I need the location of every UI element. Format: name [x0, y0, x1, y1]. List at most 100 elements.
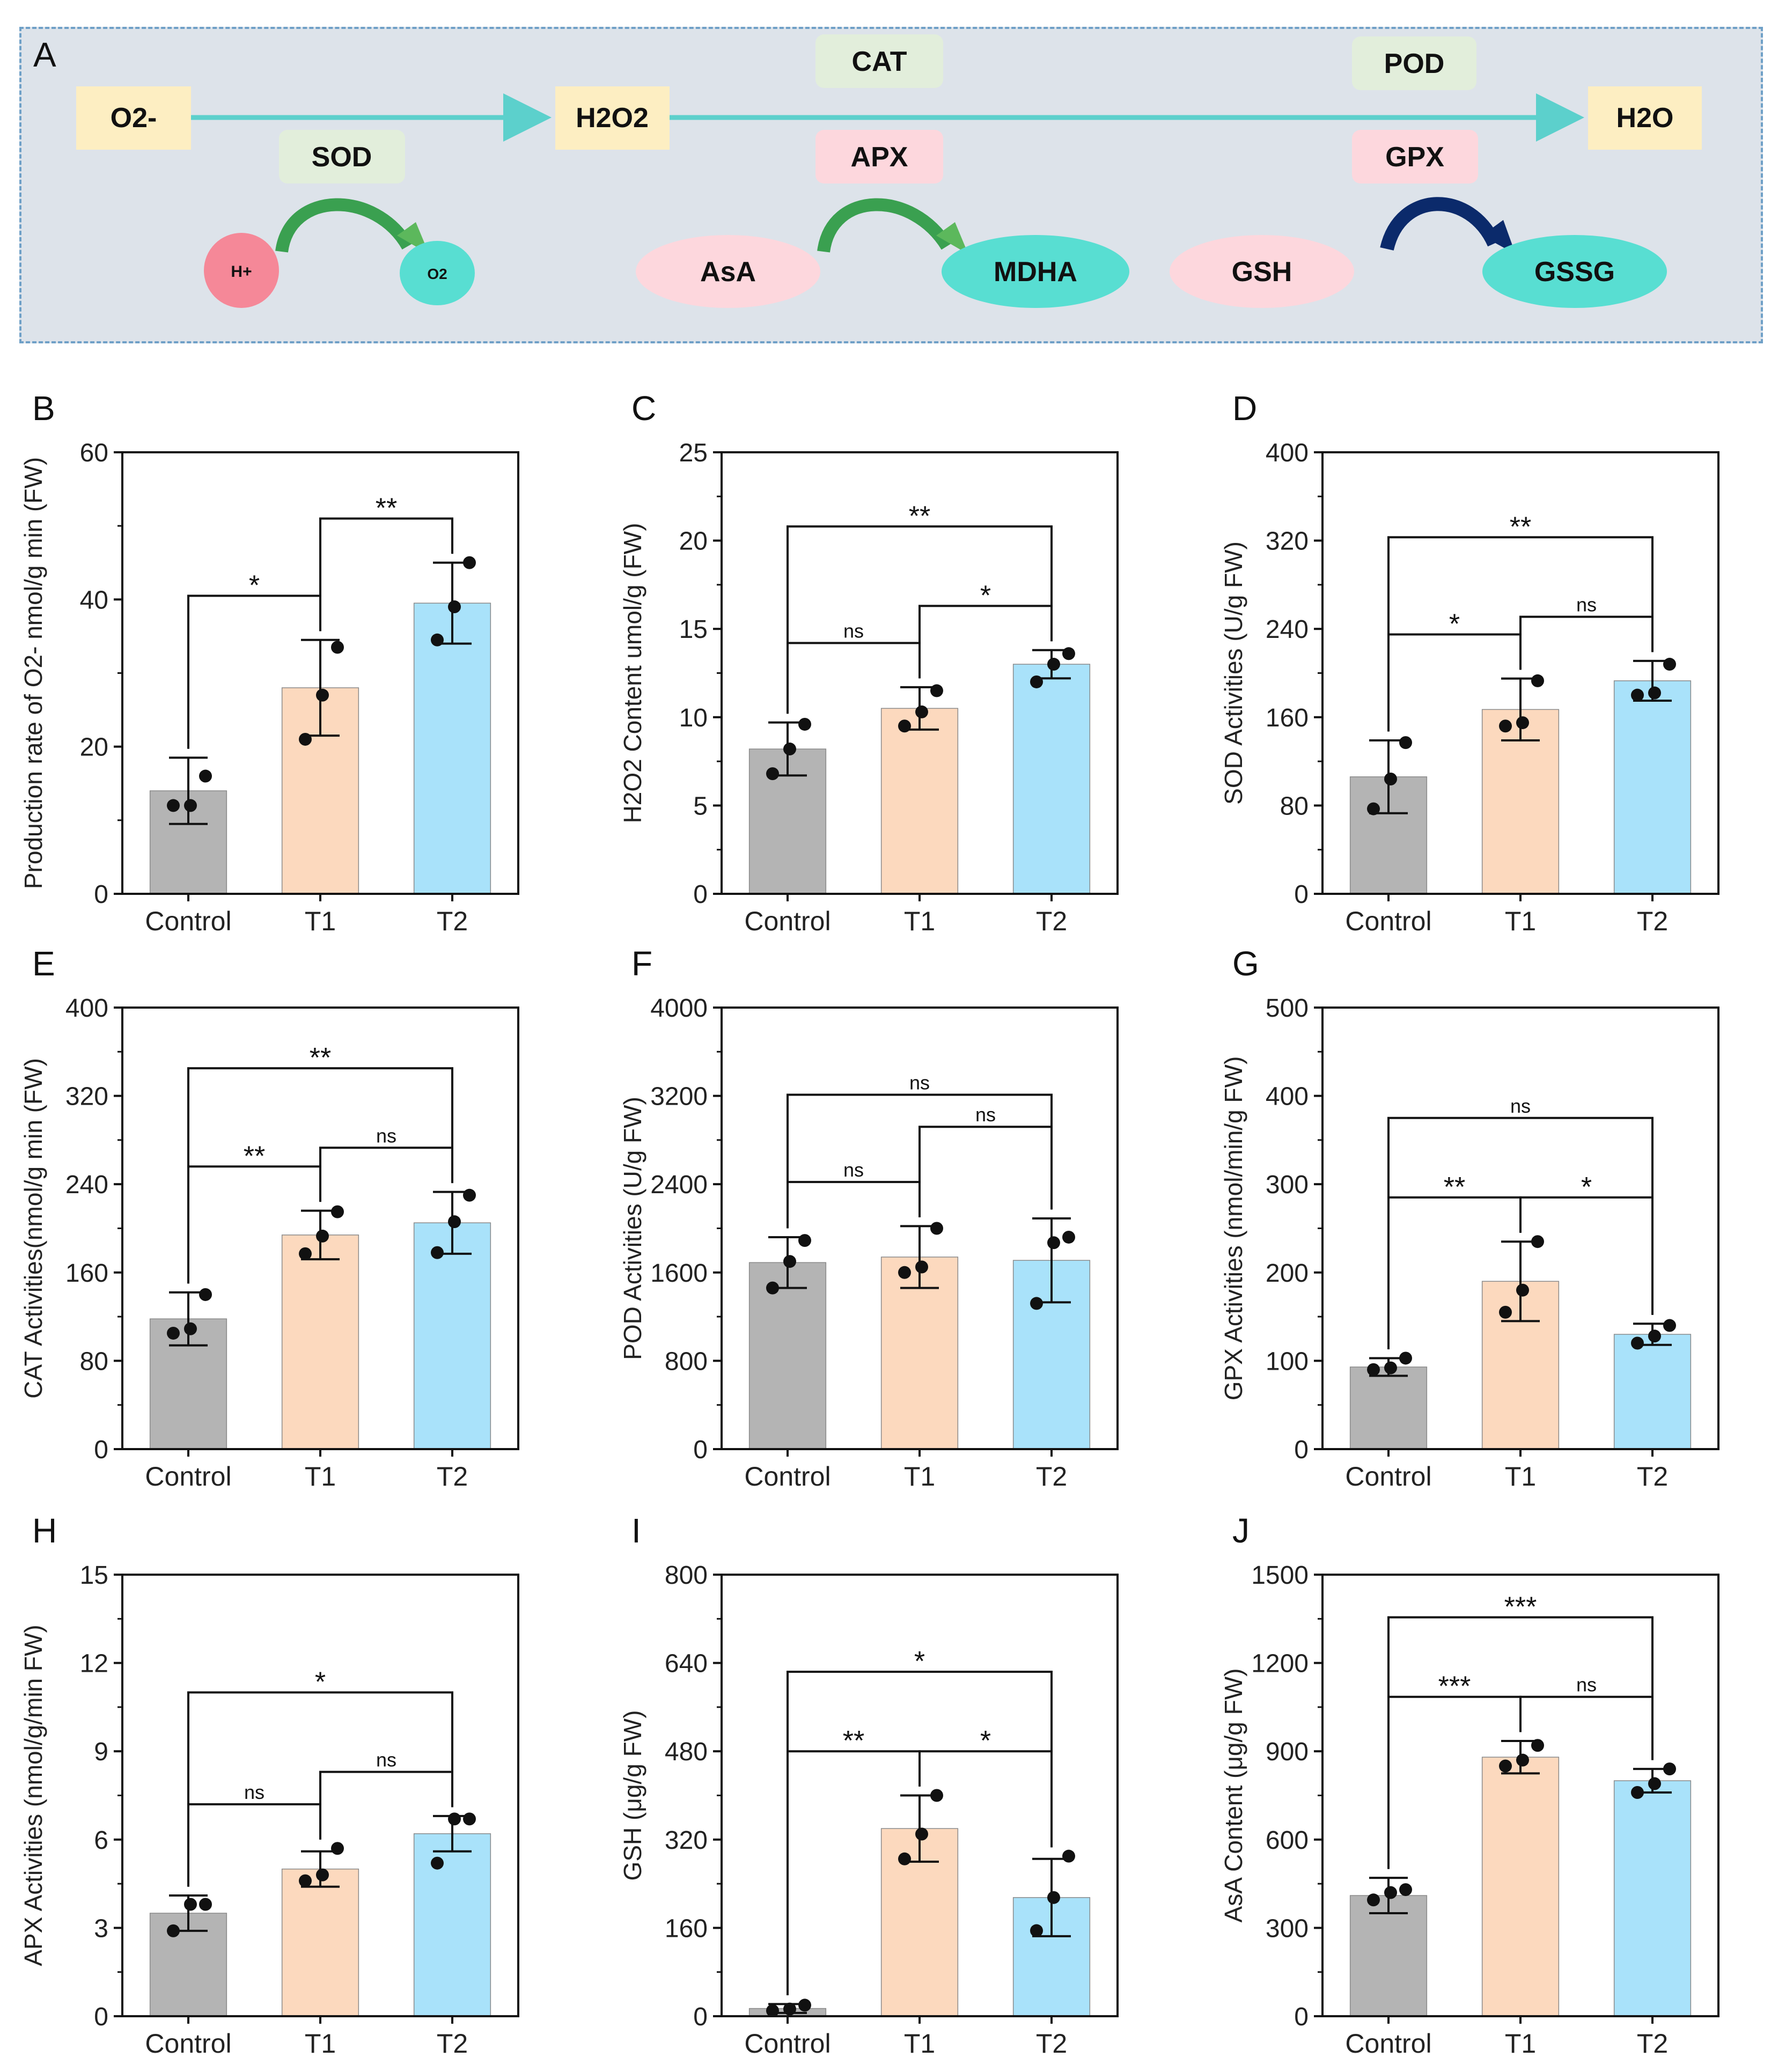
sig-bracket-f-2: [787, 1093, 1053, 1229]
y-tick-label-d-3: 240: [1266, 615, 1309, 644]
y-tick-label-j-0: 0: [1294, 2003, 1309, 2031]
y-axis-label-d: SOD Activities (U/g FW): [1219, 541, 1247, 805]
y-tick-label-b-0: 0: [94, 880, 108, 909]
data-point-c-1-0: [898, 719, 911, 733]
x-tick-label-g-1: T1: [1505, 1461, 1536, 1491]
y-tick-label-h-0: 0: [94, 2003, 108, 2031]
data-point-f-1-1: [915, 1260, 928, 1274]
sig-label-g-2: ns: [1510, 1095, 1531, 1117]
x-tick-label-c-1: T1: [904, 906, 935, 936]
h2o2-label: H2O2: [576, 102, 649, 134]
data-point-i-1-2: [930, 1789, 943, 1802]
y-tick-label-c-5: 25: [679, 439, 708, 467]
bar-f-t1: [880, 1257, 959, 1450]
data-point-e-2-2: [463, 1188, 476, 1202]
data-point-j-1-1: [1516, 1753, 1529, 1767]
y-tick-label-g-2: 200: [1266, 1259, 1309, 1288]
y-tick-label-h-1: 3: [94, 1914, 108, 1943]
sig-label-j-2: ***: [1504, 1592, 1537, 1623]
data-point-g-2-0: [1631, 1336, 1644, 1350]
sig-bracket-i-2: [787, 1671, 1053, 1995]
sig-label-e-2: **: [310, 1042, 331, 1074]
y-tick-label-f-0: 0: [693, 1436, 708, 1464]
y-tick-label-h-5: 15: [80, 1561, 108, 1590]
y-tick-label-e-0: 0: [94, 1436, 108, 1464]
data-point-c-2-0: [1030, 675, 1043, 688]
y-tick-label-b-2: 40: [80, 586, 108, 614]
y-axis-label-b: Production rate of O2- nmol/g min (FW): [19, 457, 47, 889]
data-point-f-0-1: [783, 1255, 796, 1268]
sig-bracket-g-2: [1387, 1116, 1654, 1350]
gpx-box: GPX: [1352, 130, 1478, 183]
data-point-g-0-2: [1399, 1351, 1412, 1365]
sig-bracket-b-1: [319, 517, 453, 631]
sig-label-g-1: *: [1581, 1172, 1592, 1203]
data-point-g-1-0: [1499, 1305, 1512, 1319]
sig-label-j-0: ***: [1438, 1671, 1471, 1702]
x-tick-label-c-2: T2: [1036, 906, 1067, 936]
y-axis-label-h: APX Activities (nmol/g/min FW): [19, 1625, 47, 1966]
data-point-d-0-1: [1384, 773, 1397, 786]
sig-label-b-1: **: [376, 493, 397, 524]
y-axis-label-j: AsA Content (μg/g FW): [1219, 1669, 1247, 1923]
sig-label-f-0: ns: [843, 1159, 864, 1181]
data-point-d-0-2: [1399, 736, 1412, 750]
y-tick-label-i-3: 480: [665, 1738, 708, 1766]
y-tick-label-f-5: 4000: [650, 994, 708, 1023]
x-tick-label-h-0: Control: [145, 2029, 231, 2059]
data-point-b-2-2: [463, 556, 476, 569]
sig-bracket-j-2: [1387, 1616, 1654, 1869]
data-point-b-1-2: [331, 641, 344, 654]
data-point-c-2-1: [1047, 658, 1060, 671]
panel-label-h: H: [32, 1511, 57, 1550]
data-point-d-2-0: [1631, 688, 1644, 702]
pathway-svg: A O2- H2O2 H2O CAT POD SOD: [33, 34, 1702, 308]
data-point-i-0-1: [783, 2002, 796, 2016]
data-point-i-2-0: [1030, 1924, 1043, 1937]
data-point-b-0-1: [184, 799, 197, 812]
gsh-ellipse: GSH: [1170, 235, 1354, 308]
x-tick-label-e-1: T1: [305, 1461, 336, 1491]
sig-bracket-h-1: [319, 1770, 453, 1840]
sig-bracket-d-2: [1387, 536, 1654, 732]
sig-label-h-2: *: [315, 1666, 326, 1698]
data-point-j-2-2: [1663, 1762, 1676, 1776]
bar-c-t2: [1012, 664, 1091, 894]
charts-grid: B 0 20 40 60 Control T1 T2 Production rate of O2…: [0, 354, 1771, 2072]
bar-h-t1: [281, 1868, 359, 2017]
data-point-c-1-2: [930, 684, 943, 697]
y-tick-label-j-5: 1500: [1251, 1561, 1309, 1590]
y-axis-label-g: GPX Activities (nmol/min/g FW): [1219, 1056, 1247, 1401]
bar-e-t2: [413, 1222, 491, 1450]
data-point-j-2-1: [1648, 1777, 1661, 1790]
data-point-f-1-0: [898, 1266, 911, 1279]
x-tick-label-b-2: T2: [437, 906, 468, 936]
data-point-d-1-1: [1516, 716, 1529, 730]
data-point-b-2-1: [448, 600, 461, 614]
bar-g-t2: [1613, 1334, 1692, 1450]
data-point-i-0-2: [798, 1998, 811, 2012]
data-point-e-0-0: [167, 1326, 180, 1340]
gssg-label: GSSG: [1534, 256, 1615, 288]
pod-box: POD: [1352, 36, 1476, 90]
data-point-b-0-0: [167, 799, 180, 812]
y-tick-label-e-5: 400: [65, 994, 108, 1023]
data-point-h-2-1: [448, 1812, 461, 1826]
y-tick-label-g-5: 500: [1266, 994, 1309, 1023]
x-tick-label-b-1: T1: [305, 906, 336, 936]
y-tick-label-j-3: 900: [1266, 1738, 1309, 1766]
y-tick-label-i-2: 320: [665, 1826, 708, 1855]
asa-label: AsA: [700, 256, 756, 288]
y-tick-label-e-1: 80: [80, 1347, 108, 1376]
y-axis-label-f: POD Activities (U/g FW): [619, 1097, 646, 1360]
x-tick-label-h-1: T1: [305, 2029, 336, 2059]
y-tick-label-e-3: 240: [65, 1171, 108, 1199]
bar-b-t2: [413, 603, 491, 894]
sig-label-h-0: ns: [244, 1781, 264, 1803]
y-tick-label-g-0: 0: [1294, 1436, 1309, 1464]
gpx-curved-arrow: [1380, 197, 1501, 251]
cat-label: CAT: [851, 46, 907, 77]
y-tick-label-h-2: 6: [94, 1826, 108, 1855]
sig-bracket-e-2: [187, 1067, 453, 1284]
data-point-h-2-0: [431, 1856, 444, 1870]
